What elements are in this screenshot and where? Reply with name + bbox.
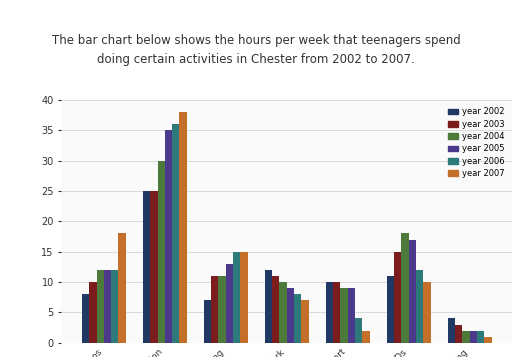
Bar [158, 161, 165, 343]
Bar [172, 124, 179, 343]
Bar [447, 318, 455, 343]
Legend: year 2002, year 2003, year 2004, year 2005, year 2006, year 2007: year 2002, year 2003, year 2004, year 20… [444, 104, 508, 181]
Bar [326, 282, 333, 343]
Bar [89, 282, 97, 343]
Bar [265, 270, 272, 343]
Bar [179, 112, 187, 343]
Bar [280, 282, 287, 343]
Bar [97, 270, 104, 343]
Text: The bar chart below shows the hours per week that teenagers spend
doing certain : The bar chart below shows the hours per … [52, 34, 460, 66]
Bar [302, 300, 309, 343]
Bar [118, 233, 126, 343]
Bar [111, 270, 118, 343]
Bar [204, 300, 211, 343]
Bar [348, 288, 355, 343]
Bar [401, 233, 409, 343]
Bar [333, 282, 340, 343]
Bar [362, 331, 370, 343]
Bar [165, 130, 172, 343]
Bar [287, 288, 294, 343]
Bar [104, 270, 111, 343]
Bar [219, 276, 226, 343]
Bar [226, 264, 233, 343]
Bar [416, 270, 423, 343]
Bar [143, 191, 150, 343]
Bar [409, 240, 416, 343]
Bar [211, 276, 219, 343]
Bar [355, 318, 362, 343]
Bar [477, 331, 484, 343]
Bar [150, 191, 158, 343]
Bar [455, 325, 462, 343]
Bar [241, 252, 248, 343]
Bar [233, 252, 241, 343]
Bar [394, 252, 401, 343]
Bar [387, 276, 394, 343]
Bar [462, 331, 470, 343]
Bar [82, 294, 89, 343]
Bar [340, 288, 348, 343]
Bar [484, 337, 492, 343]
Bar [294, 294, 302, 343]
Bar [470, 331, 477, 343]
Bar [272, 276, 280, 343]
Bar [423, 282, 431, 343]
